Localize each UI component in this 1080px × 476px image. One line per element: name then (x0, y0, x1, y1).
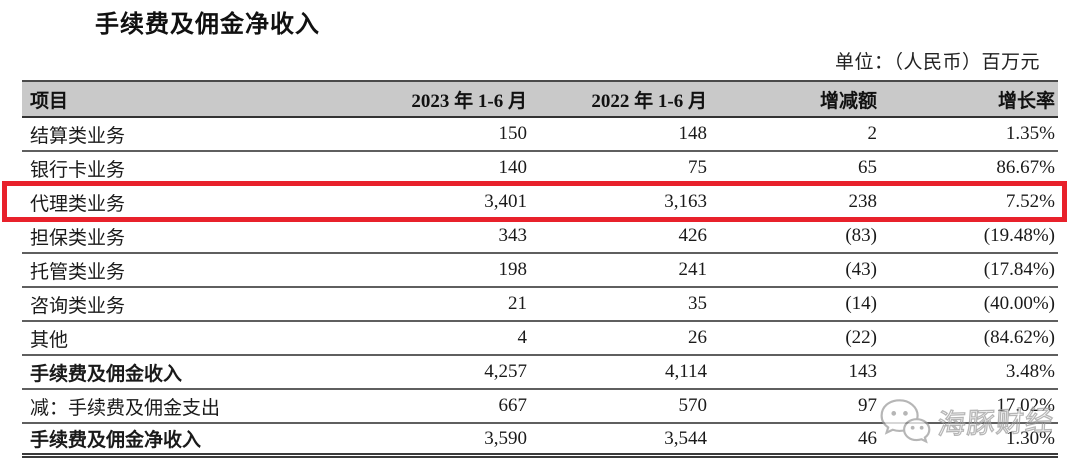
value-cell-2023: 198 (498, 259, 528, 280)
value-cell-2022: 426 (678, 225, 708, 246)
value-cell-change: 46 (858, 427, 877, 449)
table-row: 手续费及佣金收入 4,257 4,114 143 3.48% (22, 356, 1058, 390)
header-cell-2023: 2023 年 1-6 月 (411, 90, 527, 112)
value-cell-growth: 3.48% (1005, 361, 1055, 382)
table-row: 减：手续费及佣金支出 667 570 97 17.02% (22, 390, 1058, 424)
row-label-cell: 手续费及佣金收入 (30, 363, 183, 385)
value-cell-2023: 4,257 (484, 361, 527, 382)
table-row: 银行卡业务 140 75 65 86.67% (22, 152, 1058, 186)
table-row: 担保类业务 343 426 (83) (19.48%) (22, 220, 1058, 254)
row-label-cell: 减：手续费及佣金支出 (30, 397, 221, 419)
wechat-icon (880, 399, 931, 444)
value-cell-2022: 26 (688, 327, 707, 348)
value-cell-2022: 3,544 (664, 427, 707, 449)
row-label-cell: 手续费及佣金净收入 (30, 430, 202, 451)
table-row: 代理类业务 3,401 3,163 238 7.52% (2, 181, 1067, 222)
value-cell-change: 2 (867, 123, 878, 144)
value-cell-2022: 148 (678, 123, 708, 144)
header-cell-item: 项目 (30, 90, 69, 112)
value-cell-change: (14) (845, 293, 877, 314)
value-cell-2023: 21 (508, 293, 527, 314)
table-row: 结算类业务 150 148 2 1.35% (22, 118, 1058, 152)
table-body: 结算类业务 150 148 2 1.35% 银行卡业务 140 75 65 86… (2, 118, 1067, 458)
value-cell-2022: 241 (678, 259, 708, 280)
value-cell-2023: 343 (498, 225, 528, 246)
header-cell-2022: 2022 年 1-6 月 (591, 90, 707, 112)
value-cell-change: (22) (845, 327, 877, 348)
value-cell-growth: 1.35% (1005, 123, 1055, 144)
table-row: 其他 4 26 (22) (84.62%) (22, 322, 1058, 356)
value-cell-change: (43) (845, 259, 877, 280)
row-label-cell: 其他 (30, 329, 69, 351)
row-label-cell: 托管类业务 (30, 261, 126, 283)
value-cell-growth: (40.00%) (983, 293, 1055, 314)
value-cell-2023: 150 (498, 123, 528, 144)
table-row: 咨询类业务 21 35 (14) (40.00%) (22, 288, 1058, 322)
row-label-cell: 结算类业务 (30, 125, 126, 147)
value-cell-2023: 3,401 (484, 191, 527, 212)
value-cell-2023: 3,590 (484, 427, 527, 449)
value-cell-change: 143 (848, 361, 878, 382)
value-cell-2022: 570 (678, 395, 708, 416)
page-title: 手续费及佣金净收入 (95, 11, 320, 38)
row-label-cell: 银行卡业务 (30, 159, 126, 181)
fee-commission-table: 项目 2023 年 1-6 月 2022 年 1-6 月 增减额 增长率 结算类… (2, 80, 1067, 458)
row-label-cell: 代理类业务 (30, 193, 126, 215)
row-label-cell: 咨询类业务 (30, 295, 126, 317)
value-cell-change: 65 (858, 157, 877, 178)
value-cell-growth: 17.02% (996, 395, 1055, 416)
value-cell-2023: 667 (498, 395, 528, 416)
table-row: 托管类业务 198 241 (43) (17.84%) (22, 254, 1058, 288)
table-header-row: 项目 2023 年 1-6 月 2022 年 1-6 月 增减额 增长率 (22, 80, 1058, 118)
value-cell-change: 238 (848, 191, 878, 212)
value-cell-growth: (84.62%) (983, 327, 1055, 348)
value-cell-2022: 3,163 (664, 191, 707, 212)
value-cell-change: 97 (858, 395, 877, 416)
row-label-cell: 担保类业务 (30, 227, 126, 249)
watermark: 海豚财经 (878, 390, 1068, 452)
value-cell-2022: 75 (688, 157, 707, 178)
table-row: 手续费及佣金净收入 3,590 3,544 46 1.30% (22, 424, 1058, 458)
value-cell-growth: 86.67% (996, 157, 1055, 178)
value-cell-growth: (19.48%) (983, 225, 1055, 246)
value-cell-2023: 4 (517, 327, 528, 348)
unit-note: 单位：（人民币）百万元 (834, 52, 1040, 73)
watermark-text: 海豚财经 (936, 404, 1056, 441)
value-cell-2023: 140 (498, 157, 528, 178)
header-cell-growth: 增长率 (997, 90, 1055, 112)
value-cell-2022: 4,114 (664, 361, 707, 382)
header-cell-change: 增减额 (819, 90, 877, 112)
value-cell-growth: 7.52% (1005, 191, 1055, 212)
value-cell-growth: 1.30% (1005, 427, 1055, 449)
value-cell-change: (83) (845, 225, 877, 246)
value-cell-growth: (17.84%) (983, 259, 1055, 280)
value-cell-2022: 35 (688, 293, 707, 314)
